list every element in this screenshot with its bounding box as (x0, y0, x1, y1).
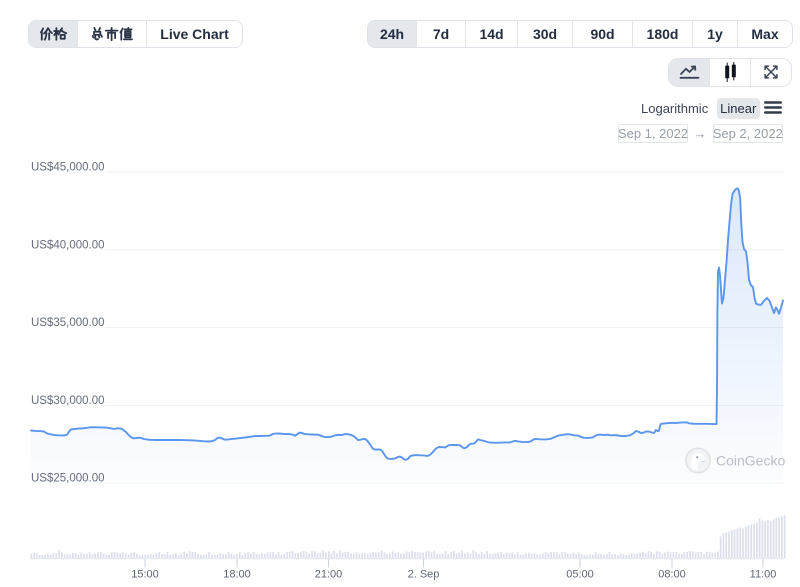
svg-text:US$45,000.00: US$45,000.00 (31, 162, 105, 174)
svg-text:05:00: 05:00 (566, 569, 594, 581)
svg-text:11:00: 11:00 (750, 569, 777, 581)
svg-text:18:00: 18:00 (223, 569, 251, 581)
svg-text:CoinGecko: CoinGecko (716, 453, 785, 469)
svg-text:US$40,000.00: US$40,000.00 (31, 239, 105, 251)
svg-text:15:00: 15:00 (131, 569, 159, 581)
svg-text:US$30,000.00: US$30,000.00 (31, 395, 105, 407)
svg-text:2. Sep: 2. Sep (408, 569, 440, 581)
svg-text:US$35,000.00: US$35,000.00 (31, 317, 105, 329)
svg-text:08:00: 08:00 (658, 569, 686, 581)
svg-text:21:00: 21:00 (315, 569, 343, 581)
